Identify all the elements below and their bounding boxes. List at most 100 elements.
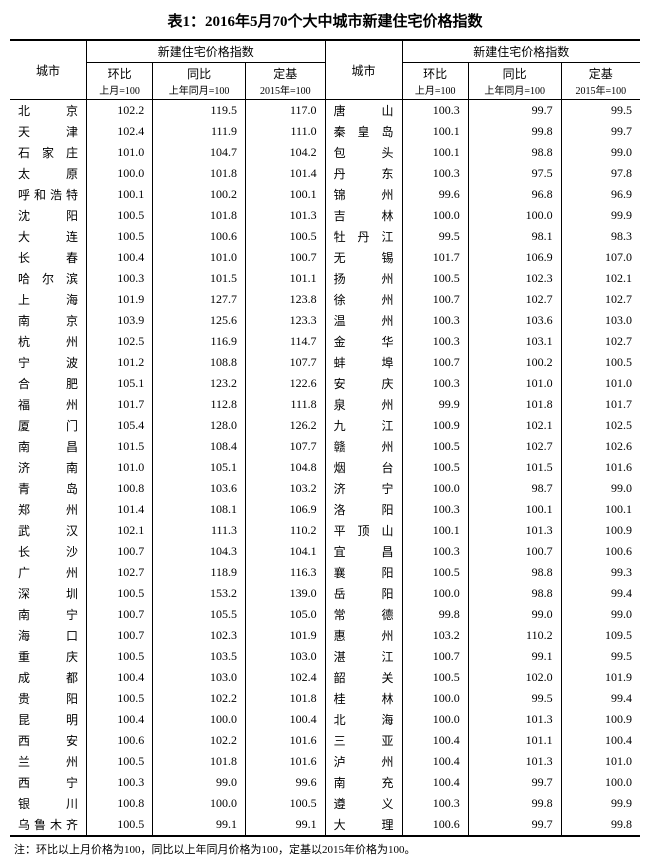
city-cell: 常德 <box>325 604 402 625</box>
base-cell: 123.3 <box>246 310 326 331</box>
base-cell: 100.5 <box>246 793 326 814</box>
city-cell: 赣州 <box>325 436 402 457</box>
city-cell: 温州 <box>325 310 402 331</box>
mom-cell: 100.5 <box>87 814 153 836</box>
base-cell: 96.9 <box>561 184 640 205</box>
yoy-cell: 97.5 <box>468 163 561 184</box>
mom-cell: 101.4 <box>87 499 153 520</box>
mom-cell: 100.5 <box>87 205 153 226</box>
mom-cell: 100.5 <box>402 667 468 688</box>
mom-cell: 100.5 <box>87 751 153 772</box>
mom-cell: 99.9 <box>402 394 468 415</box>
base-cell: 101.8 <box>246 688 326 709</box>
yoy-cell: 111.9 <box>153 121 246 142</box>
table-row: 深圳 100.5 153.2 139.0 岳阳 100.0 98.8 99.4 <box>10 583 640 604</box>
mom-cell: 100.0 <box>402 205 468 226</box>
base-cell: 107.7 <box>246 352 326 373</box>
mom-cell: 100.1 <box>402 142 468 163</box>
mom-cell: 105.4 <box>87 415 153 436</box>
yoy-cell: 98.8 <box>468 583 561 604</box>
yoy-cell: 104.3 <box>153 541 246 562</box>
base-cell: 104.2 <box>246 142 326 163</box>
base-cell: 111.0 <box>246 121 326 142</box>
base-cell: 117.0 <box>246 100 326 122</box>
mom-cell: 102.2 <box>87 100 153 122</box>
mom-cell: 100.4 <box>87 667 153 688</box>
base-cell: 101.6 <box>246 730 326 751</box>
table-row: 石家庄 101.0 104.7 104.2 包头 100.1 98.8 99.0 <box>10 142 640 163</box>
base-cell: 139.0 <box>246 583 326 604</box>
base-cell: 99.1 <box>246 814 326 836</box>
footnote: 注：环比以上月价格为100，同比以上年同月价格为100，定基以2015年价格为1… <box>10 841 640 857</box>
base-cell: 101.1 <box>246 268 326 289</box>
city-cell: 唐山 <box>325 100 402 122</box>
yoy-cell: 101.3 <box>468 709 561 730</box>
yoy-cell: 128.0 <box>153 415 246 436</box>
mom-cell: 100.3 <box>402 100 468 122</box>
base-cell: 123.8 <box>246 289 326 310</box>
city-cell: 烟台 <box>325 457 402 478</box>
yoy-cell: 98.7 <box>468 478 561 499</box>
yoy-cell: 102.7 <box>468 289 561 310</box>
table-row: 长春 100.4 101.0 100.7 无锡 101.7 106.9 107.… <box>10 247 640 268</box>
yoy-cell: 100.0 <box>468 205 561 226</box>
yoy-cell: 108.8 <box>153 352 246 373</box>
table-row: 合肥 105.1 123.2 122.6 安庆 100.3 101.0 101.… <box>10 373 640 394</box>
table-row: 西宁 100.3 99.0 99.6 南充 100.4 99.7 100.0 <box>10 772 640 793</box>
mom-cell: 100.4 <box>402 751 468 772</box>
base-cell: 116.3 <box>246 562 326 583</box>
yoy-cell: 99.8 <box>468 121 561 142</box>
base-cell: 99.0 <box>561 604 640 625</box>
city-cell: 泸州 <box>325 751 402 772</box>
yoy-cell: 96.8 <box>468 184 561 205</box>
mom-cell: 99.5 <box>402 226 468 247</box>
city-cell: 金华 <box>325 331 402 352</box>
mom-cell: 100.5 <box>87 226 153 247</box>
base-cell: 99.4 <box>561 583 640 604</box>
mom-cell: 100.3 <box>402 499 468 520</box>
table-row: 青岛 100.8 103.6 103.2 济宁 100.0 98.7 99.0 <box>10 478 640 499</box>
city-cell: 惠州 <box>325 625 402 646</box>
yoy-cell: 108.1 <box>153 499 246 520</box>
city-cell: 太原 <box>10 163 87 184</box>
city-cell: 长沙 <box>10 541 87 562</box>
mom-cell: 100.7 <box>402 352 468 373</box>
city-cell: 南昌 <box>10 436 87 457</box>
mom-cell: 100.5 <box>402 436 468 457</box>
table-row: 乌鲁木齐 100.5 99.1 99.1 大理 100.6 99.7 99.8 <box>10 814 640 836</box>
table-row: 长沙 100.7 104.3 104.1 宜昌 100.3 100.7 100.… <box>10 541 640 562</box>
mom-cell: 100.3 <box>402 331 468 352</box>
mom-cell: 100.5 <box>402 562 468 583</box>
mom-cell: 100.3 <box>87 268 153 289</box>
base-cell: 99.5 <box>561 100 640 122</box>
yoy-cell: 98.8 <box>468 142 561 163</box>
table-row: 南昌 101.5 108.4 107.7 赣州 100.5 102.7 102.… <box>10 436 640 457</box>
table-row: 北京 102.2 119.5 117.0 唐山 100.3 99.7 99.5 <box>10 100 640 122</box>
base-cell: 100.6 <box>561 541 640 562</box>
table-row: 西安 100.6 102.2 101.6 三亚 100.4 101.1 100.… <box>10 730 640 751</box>
yoy-cell: 99.7 <box>468 772 561 793</box>
yoy-cell: 101.1 <box>468 730 561 751</box>
base-cell: 114.7 <box>246 331 326 352</box>
city-cell: 九江 <box>325 415 402 436</box>
base-cell: 100.1 <box>246 184 326 205</box>
mom-cell: 101.2 <box>87 352 153 373</box>
city-cell: 沈阳 <box>10 205 87 226</box>
table-row: 南宁 100.7 105.5 105.0 常德 99.8 99.0 99.0 <box>10 604 640 625</box>
city-cell: 扬州 <box>325 268 402 289</box>
yoy-cell: 103.6 <box>153 478 246 499</box>
city-cell: 郑州 <box>10 499 87 520</box>
yoy-cell: 119.5 <box>153 100 246 122</box>
mom-cell: 101.7 <box>87 394 153 415</box>
mom-cell: 101.9 <box>87 289 153 310</box>
city-cell: 徐州 <box>325 289 402 310</box>
table-row: 沈阳 100.5 101.8 101.3 吉林 100.0 100.0 99.9 <box>10 205 640 226</box>
mom-cell: 101.0 <box>87 142 153 163</box>
yoy-cell: 102.3 <box>153 625 246 646</box>
base-cell: 101.9 <box>246 625 326 646</box>
base-cell: 106.9 <box>246 499 326 520</box>
mom-cell: 100.4 <box>402 730 468 751</box>
mom-cell: 100.8 <box>87 793 153 814</box>
base-cell: 101.3 <box>246 205 326 226</box>
city-cell: 湛江 <box>325 646 402 667</box>
